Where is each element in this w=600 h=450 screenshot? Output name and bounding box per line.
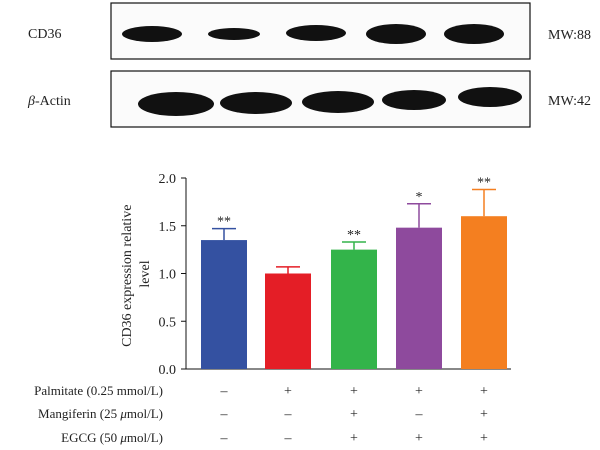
condition-mark: + (350, 384, 358, 399)
y-axis-label-line1: CD36 expression relative (120, 205, 135, 347)
condition-mark: + (480, 384, 488, 399)
bar (461, 216, 507, 369)
condition-mark: + (415, 431, 423, 446)
y-axis-label: CD36 expression relative level (120, 201, 153, 347)
blot-label-actin: β-Actin (27, 94, 71, 109)
blot-panel-cd36: CD36 MW:88 (28, 2, 591, 60)
condition-table: Palmitate (0.25 mmol/L) – + + + + Mangiferin (… (34, 383, 488, 446)
blot-label-cd36: CD36 (28, 27, 61, 42)
bar (265, 273, 311, 369)
bar-chart: CD36 expression relative level 0.0 0.5 1.0… (34, 172, 511, 446)
blot-band (458, 87, 522, 107)
bar (201, 240, 247, 369)
y-tick-label: 0.0 (159, 363, 177, 378)
condition-label-text: EGCG (50 (61, 430, 120, 445)
y-ticks: 0.0 0.5 1.0 1.5 2.0 (159, 172, 186, 378)
blot-band (382, 90, 446, 110)
bars: ******* (201, 175, 507, 369)
y-axis-label-line2: level (138, 260, 153, 287)
significance-marker: ** (477, 175, 491, 190)
blot-band (220, 92, 292, 114)
condition-label: Palmitate (0.25 mmol/L) (34, 383, 163, 398)
blot-band (122, 26, 182, 42)
condition-mark: – (415, 407, 424, 422)
blot-mw-actin: MW:42 (548, 94, 591, 109)
condition-label: EGCG (50 μmol/L) (61, 430, 163, 445)
condition-mark: + (284, 384, 292, 399)
condition-mark: – (220, 431, 229, 446)
condition-mark: + (350, 431, 358, 446)
blot-band (138, 92, 214, 116)
significance-marker: ** (217, 215, 231, 230)
condition-mark: – (284, 407, 293, 422)
blot-band (366, 24, 426, 44)
condition-label-greek: μ (119, 406, 127, 421)
blot-label-actin-rest: -Actin (35, 94, 71, 109)
condition-mark: + (350, 407, 358, 422)
blot-band (444, 24, 504, 44)
y-tick-label: 1.5 (159, 220, 177, 235)
y-tick-label: 0.5 (159, 315, 177, 330)
significance-marker: ** (347, 228, 361, 243)
condition-mark: + (480, 431, 488, 446)
condition-label-greek: μ (119, 430, 127, 445)
blot-band (286, 25, 346, 41)
condition-label-text: mol/L) (127, 406, 163, 421)
condition-mark: + (415, 384, 423, 399)
condition-mark: – (220, 407, 229, 422)
blot-band (302, 91, 374, 113)
blot-band (208, 28, 260, 40)
condition-mark: – (220, 384, 229, 399)
condition-label: Mangiferin (25 μmol/L) (38, 406, 163, 421)
y-tick-label: 2.0 (159, 172, 177, 187)
blot-panel-actin: β-Actin MW:42 (27, 70, 591, 128)
bar (331, 249, 377, 369)
condition-mark: + (480, 407, 488, 422)
y-tick-label: 1.0 (159, 268, 177, 283)
condition-label-text: Mangiferin (25 (38, 406, 120, 421)
significance-marker: * (416, 190, 423, 205)
blot-label-actin-greek: β (27, 94, 35, 109)
condition-label-text: mol/L) (127, 430, 163, 445)
bar (396, 227, 442, 369)
blot-mw-cd36: MW:88 (548, 28, 591, 43)
condition-mark: – (284, 431, 293, 446)
